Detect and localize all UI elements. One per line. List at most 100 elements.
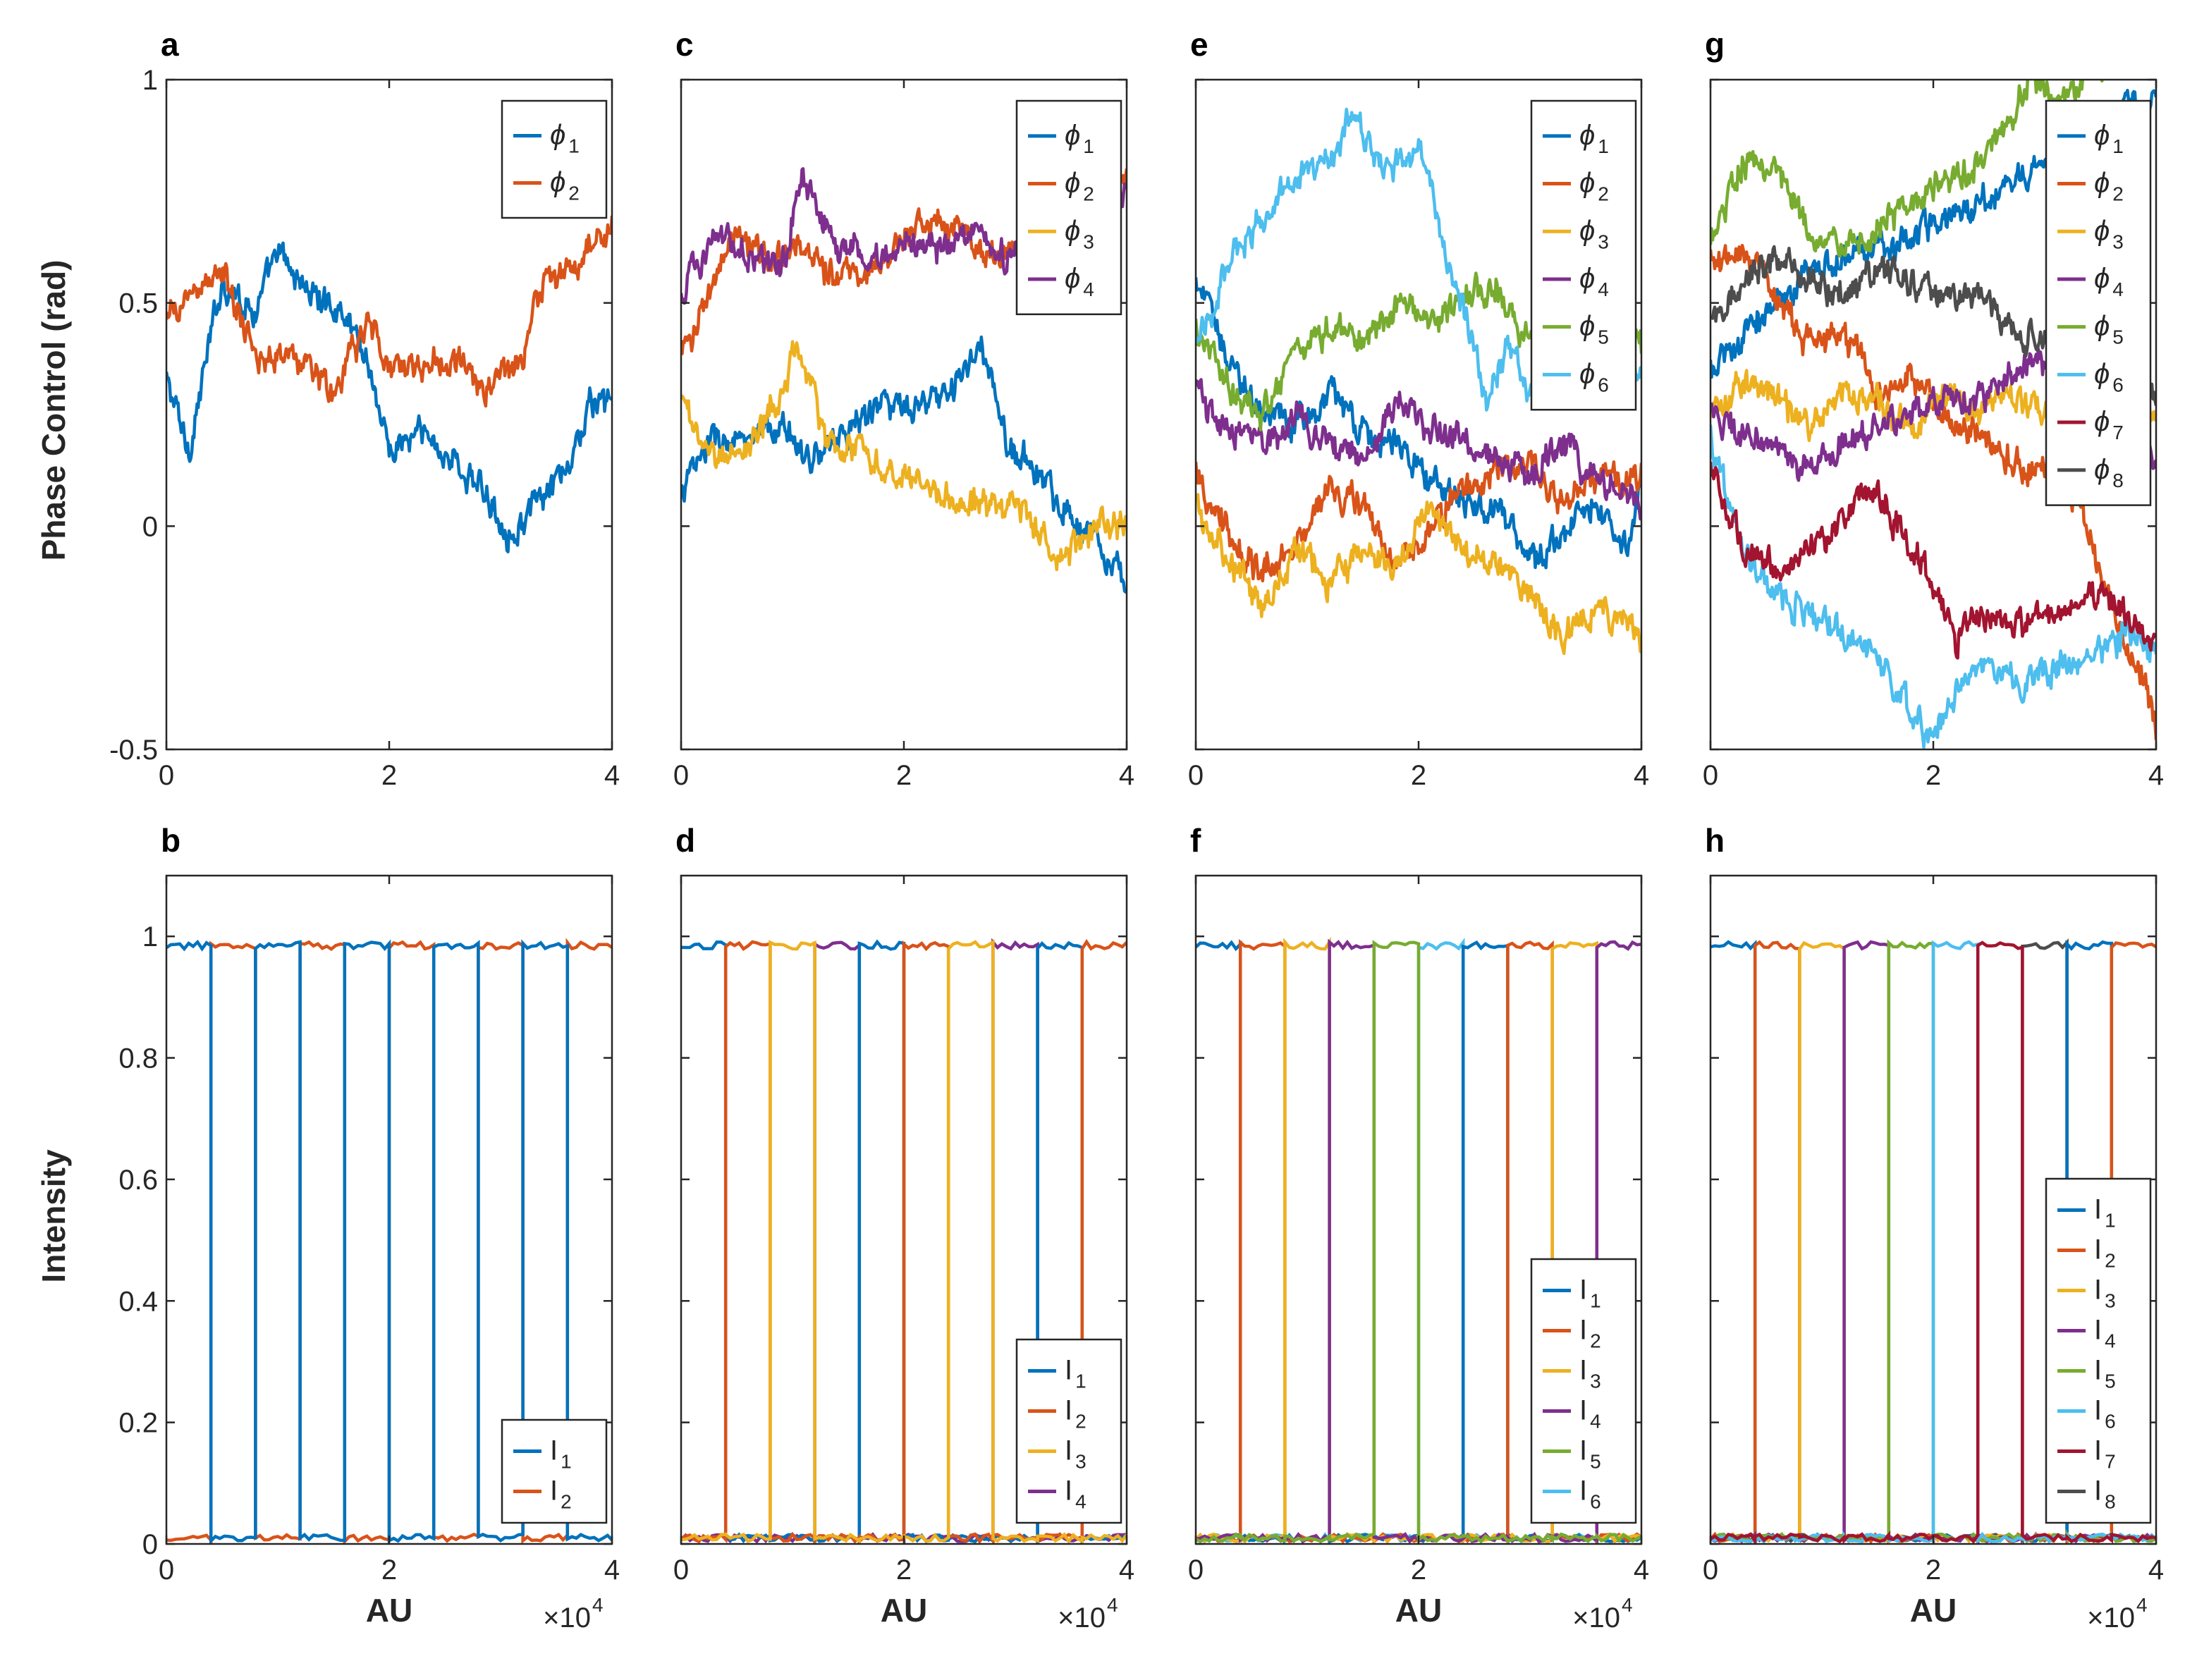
x-axis-label: AU	[881, 1592, 927, 1629]
x-tick-label: 0	[1188, 1555, 1204, 1586]
x-tick-label: 2	[1926, 1555, 1941, 1586]
phi3-line	[681, 340, 1127, 572]
legend: I 1I 2I 3I 4I 5I 6	[1530, 1258, 1637, 1524]
panel-e: 0 2 4 e ϕ 1 ϕ 2 ϕ 3 ϕ 4 ϕ 5 ϕ 6	[1188, 26, 1649, 791]
I1-line	[166, 939, 612, 1544]
x-exponent-power: 4	[1622, 1594, 1633, 1616]
x-tick-label: 4	[1119, 760, 1134, 791]
x-tick-label: 2	[381, 760, 397, 791]
panel-label: g	[1705, 26, 1725, 63]
y-tick-label: 1	[142, 65, 158, 96]
phi3-line	[1196, 493, 1641, 656]
y-tick-label: 0.2	[118, 1408, 158, 1439]
x-axis-label: AU	[366, 1592, 412, 1629]
x-tick-label: 4	[2148, 760, 2164, 791]
x-exponent: ×10	[1058, 1602, 1106, 1633]
phi2-line	[166, 215, 612, 408]
y-tick-label: 1	[142, 921, 158, 952]
legend: ϕ 1 ϕ 2 ϕ 3 ϕ 4 ϕ 5 ϕ 6	[1530, 99, 1637, 411]
x-tick-label: 0	[159, 760, 174, 791]
y-tick-label: 0.6	[118, 1165, 158, 1196]
x-tick-label: 2	[896, 760, 912, 791]
x-tick-label: 4	[1634, 1555, 1649, 1586]
phase-ylabel: Phase Control (rad)	[35, 260, 72, 561]
x-tick-label: 2	[1411, 1555, 1426, 1586]
panel-label: e	[1190, 26, 1208, 63]
panel-label: f	[1190, 822, 1201, 859]
x-axis-label: AU	[1910, 1592, 1957, 1629]
x-tick-label: 4	[1119, 1555, 1134, 1586]
legend: ϕ 1 ϕ 2 ϕ 3 ϕ 4	[1015, 99, 1122, 316]
x-tick-label: 0	[673, 1555, 689, 1586]
y-tick-label: -0.5	[109, 735, 158, 766]
panel-g: 0 2 4 g ϕ 1 ϕ 2 ϕ 3 ϕ 4 ϕ 5 ϕ 6 ϕ 7 ϕ 8	[1703, 26, 2164, 791]
legend-box	[2045, 1177, 2152, 1524]
phi4-line	[1196, 378, 1641, 521]
phi7-line	[1710, 462, 2156, 660]
y-tick-label: 0	[142, 1529, 158, 1560]
x-exponent-power: 4	[1107, 1594, 1118, 1616]
legend-box	[501, 1418, 608, 1524]
x-tick-label: 4	[1634, 760, 1649, 791]
legend: I 1I 2I 3I 4	[1015, 1338, 1122, 1524]
y-tick-label: 0.4	[118, 1286, 158, 1317]
x-exponent: ×10	[543, 1602, 591, 1633]
I5-line	[1196, 940, 1641, 1544]
x-tick-label: 0	[673, 760, 689, 791]
phi6-line	[1710, 424, 2156, 749]
x-tick-label: 2	[1411, 760, 1426, 791]
x-tick-label: 4	[604, 1555, 620, 1586]
panel-label: d	[675, 822, 695, 859]
series-group	[166, 215, 612, 553]
phi2-line	[1196, 449, 1641, 583]
x-tick-label: 4	[604, 760, 620, 791]
x-tick-label: 0	[1703, 760, 1718, 791]
legend: ϕ 1ϕ 2	[501, 99, 608, 219]
legend: I 1I 2I 3I 4I 5I 6I 7I 8	[2045, 1177, 2152, 1524]
legend-box	[501, 99, 608, 219]
intensity-ylabel: Intensity	[35, 1149, 72, 1283]
phi5-line	[1710, 80, 2104, 258]
x-tick-label: 0	[159, 1555, 174, 1586]
panel-label: b	[161, 822, 180, 859]
legend: I 1I 2	[501, 1418, 608, 1524]
x-tick-label: 0	[1703, 1555, 1718, 1586]
panel-c: 0 2 4 c ϕ 1 ϕ 2 ϕ 3 ϕ 4	[673, 26, 1134, 791]
panel-label: h	[1705, 822, 1725, 859]
x-exponent: ×10	[1572, 1602, 1620, 1633]
x-exponent: ×10	[2087, 1602, 2135, 1633]
series-group	[166, 938, 612, 1544]
